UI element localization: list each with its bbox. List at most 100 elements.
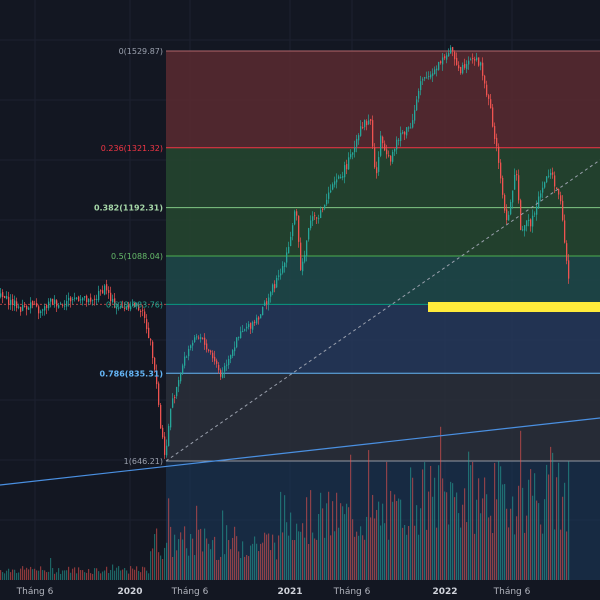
- volume-bar: [440, 426, 442, 580]
- candle-body: [166, 445, 168, 456]
- volume-bar: [516, 516, 518, 580]
- volume-bar: [540, 524, 542, 580]
- candle-body: [434, 69, 436, 75]
- volume-bar: [326, 503, 328, 580]
- candle-body: [148, 327, 150, 339]
- x-tick-label: 2022: [432, 587, 457, 597]
- volume-bar: [68, 566, 70, 580]
- volume-bar: [96, 568, 98, 580]
- volume-bar: [274, 542, 276, 580]
- candle-body: [528, 219, 530, 222]
- candle-body: [180, 372, 182, 382]
- volume-bar: [0, 570, 2, 580]
- volume-bar: [116, 567, 118, 580]
- candle-body: [318, 218, 320, 220]
- candle-body: [274, 284, 276, 289]
- candle-body: [196, 336, 198, 338]
- candle-body: [146, 319, 148, 330]
- candle-body: [296, 211, 298, 216]
- volume-bar: [432, 496, 434, 580]
- volume-bar: [566, 531, 568, 580]
- candle-body: [384, 143, 386, 151]
- candle-body: [38, 306, 40, 314]
- candle-body: [208, 349, 210, 351]
- candle-body: [294, 211, 296, 225]
- volume-bar: [182, 539, 184, 580]
- candle-body: [170, 408, 172, 428]
- fib-labels: 0(1529.87) 0.236(1321.32) 0.382(1192.31) 0.…: [94, 47, 163, 466]
- volume-bar: [158, 552, 160, 580]
- volume-bar: [410, 467, 412, 580]
- candle-body: [32, 301, 34, 306]
- candle-body: [112, 298, 114, 302]
- candle-body: [512, 190, 514, 203]
- volume-bar: [166, 542, 168, 580]
- volume-bar: [534, 473, 536, 580]
- candle-body: [448, 53, 450, 57]
- dashed-trendline[interactable]: [165, 159, 600, 462]
- candle-body: [360, 126, 362, 136]
- fib-label-0.382: 0.382(1192.31): [94, 204, 163, 213]
- candle-body: [272, 284, 274, 293]
- candle-body: [522, 229, 524, 231]
- volume-bar: [408, 526, 410, 580]
- volume-bar: [124, 567, 126, 580]
- fib-label-0: 0(1529.87): [119, 47, 163, 56]
- candle-body: [30, 302, 32, 309]
- candle-body: [424, 77, 426, 79]
- candle-body: [150, 339, 152, 341]
- volume-bar: [262, 542, 264, 580]
- candle-body: [558, 189, 560, 195]
- drawings[interactable]: [0, 159, 600, 486]
- volume-bar: [564, 482, 566, 580]
- candle-body: [86, 295, 88, 303]
- candle-body: [438, 61, 440, 70]
- volume-bar: [404, 524, 406, 580]
- volume-bar: [392, 501, 394, 580]
- candle-body: [370, 119, 372, 121]
- volume-bar: [74, 567, 76, 580]
- fib-zone-0.786: [166, 373, 600, 461]
- volume-bar: [264, 532, 266, 580]
- volume-bar: [482, 498, 484, 580]
- candle-body: [378, 157, 380, 172]
- candle-body: [140, 311, 142, 313]
- candle-body: [396, 139, 398, 150]
- candle-body: [266, 301, 268, 305]
- candle-body: [534, 213, 536, 215]
- volume-bar: [484, 477, 486, 580]
- volume-bar: [552, 452, 554, 580]
- candle-body: [516, 174, 518, 176]
- candle-body: [40, 311, 42, 314]
- candle-body: [56, 300, 58, 307]
- volume-bar: [406, 534, 408, 580]
- volume-bar: [128, 573, 130, 580]
- highlight-zone[interactable]: [428, 302, 600, 312]
- candle-body: [20, 306, 22, 312]
- candle-body: [426, 77, 428, 79]
- volume-bar: [190, 533, 192, 580]
- volume-bar: [40, 566, 42, 580]
- candle-body: [0, 293, 2, 297]
- trendline[interactable]: [0, 417, 600, 486]
- volume-bar: [502, 484, 504, 580]
- candle-body: [326, 199, 328, 205]
- candle-body: [28, 307, 30, 310]
- volume-bar: [324, 537, 326, 580]
- volume-bar: [536, 500, 538, 580]
- candle-body: [466, 64, 468, 70]
- volume-bar: [56, 572, 58, 580]
- fib-label-0.236: 0.236(1321.32): [101, 144, 163, 153]
- volume-bar: [446, 492, 448, 580]
- volume-bar: [10, 572, 12, 580]
- volume-bar: [544, 499, 546, 580]
- volume-bar: [318, 513, 320, 580]
- volume-bar: [298, 531, 300, 580]
- candle-body: [186, 356, 188, 358]
- candle-body: [60, 303, 62, 305]
- volume-bar: [152, 548, 154, 580]
- candle-body: [162, 427, 164, 438]
- candle-body: [490, 99, 492, 109]
